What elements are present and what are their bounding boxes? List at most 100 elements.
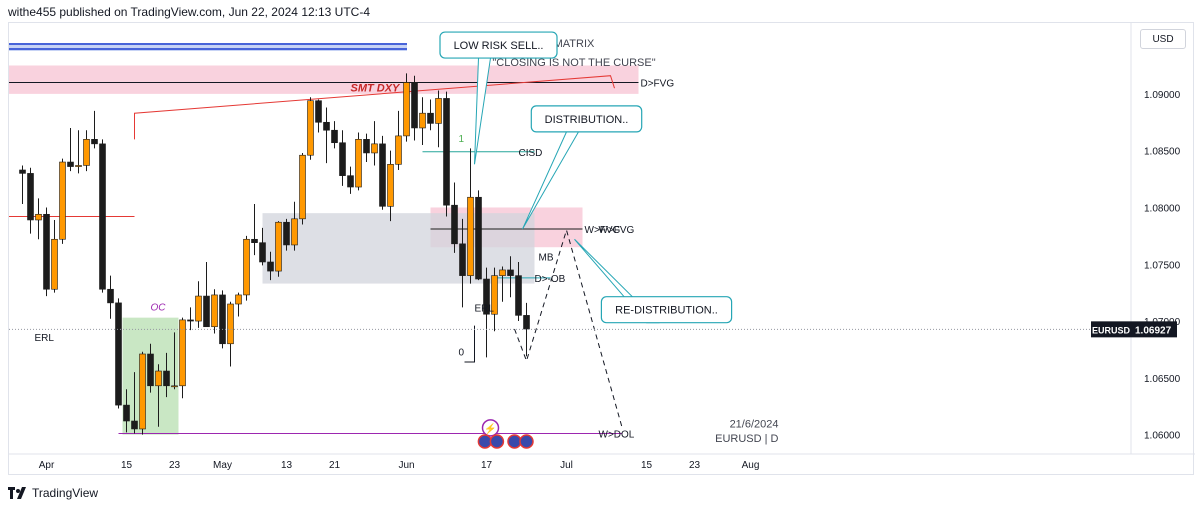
bear-candle-body — [515, 275, 522, 316]
footer: TradingView — [8, 484, 98, 502]
currency-button[interactable]: USD — [1140, 29, 1186, 49]
bull-candle-body — [75, 165, 82, 167]
candle — [395, 110, 402, 170]
candle — [251, 204, 258, 256]
level-label: D>-OB — [535, 274, 566, 285]
bear-candle-body — [507, 269, 514, 276]
bear-candle-body — [379, 143, 386, 207]
bear-candle-body — [27, 173, 34, 221]
candle — [243, 235, 250, 301]
candle — [331, 121, 338, 149]
bear-candle-body — [483, 278, 490, 315]
bear-candle-body — [115, 302, 122, 406]
candle — [379, 135, 386, 210]
bull-candle-body — [59, 161, 66, 240]
candle — [363, 133, 370, 163]
bull-candle-body — [307, 100, 314, 156]
x-tick-label: Aug — [742, 460, 760, 471]
bear-candle-body — [123, 404, 130, 422]
candle — [411, 75, 418, 141]
chart-title: MATRIX — [554, 38, 595, 50]
bear-candle-body — [99, 143, 106, 290]
candle — [283, 218, 290, 251]
candle — [315, 99, 322, 133]
zone-order-block — [262, 213, 535, 284]
chart-title: "CLOSING IS NOT THE CURSE" — [492, 57, 655, 69]
bull-candle-body — [35, 213, 42, 221]
candle — [123, 389, 130, 433]
chart-panel[interactable]: MATRIX "CLOSING IS NOT THE CURSE" W>DOL W>F… — [8, 22, 1195, 476]
bear-candle-body — [19, 169, 26, 174]
candle — [475, 190, 482, 281]
candle — [59, 158, 66, 244]
bear-candle-body — [339, 142, 346, 176]
candle — [275, 221, 282, 277]
lightning-event-icon — [481, 419, 500, 437]
bull-candle-body — [211, 294, 218, 328]
candle — [443, 91, 450, 217]
candle — [467, 148, 474, 284]
bear-candle-body — [347, 175, 354, 188]
bear-candle-body — [259, 242, 266, 263]
bear-candle-body — [203, 295, 210, 328]
bull-candle-body — [139, 353, 146, 430]
candle — [451, 182, 458, 253]
chart-label: OC — [151, 302, 167, 313]
bull-candle-body — [179, 319, 186, 387]
blue-band-decoration — [9, 43, 407, 51]
chart-label: ERL — [475, 303, 495, 314]
candle — [155, 364, 162, 427]
callout-box — [439, 31, 558, 59]
bear-candle-body — [427, 112, 434, 124]
bear-candle-body — [411, 82, 418, 129]
candle — [523, 302, 530, 357]
candle — [107, 275, 114, 319]
candle — [347, 166, 354, 194]
x-tick-label: May — [213, 460, 232, 471]
x-tick-label: 21 — [329, 460, 341, 471]
level-label: CISD — [519, 148, 543, 159]
y-tick-label: 1.06000 — [1144, 431, 1181, 442]
lightning-icon: ⚡ — [484, 422, 496, 435]
candle — [235, 292, 242, 317]
candle — [355, 132, 362, 191]
bull-candle-body — [235, 294, 242, 305]
candle — [195, 281, 202, 328]
bull-candle-body — [499, 269, 506, 276]
candle — [163, 352, 170, 398]
candle — [459, 218, 466, 308]
candle — [507, 256, 514, 298]
callout-text: RE-DISTRIBUTION.. — [615, 305, 718, 317]
symbol-label: EURUSD | D — [715, 433, 778, 445]
candle — [427, 99, 434, 131]
bull-candle-body — [275, 221, 282, 272]
bull-candle-body — [171, 385, 178, 388]
candle — [43, 207, 50, 297]
bear-candle-body — [43, 213, 50, 290]
bull-candle-body — [355, 139, 362, 188]
candlestick-chart[interactable]: MATRIX "CLOSING IS NOT THE CURSE" W>DOL W>F… — [9, 23, 1195, 476]
candle — [67, 127, 74, 172]
callout-text: LOW RISK SELL.. — [454, 40, 544, 52]
y-tick-label: 1.06500 — [1144, 374, 1181, 385]
candle — [515, 261, 522, 322]
bull-candle-body — [371, 143, 378, 154]
x-tick-label: 15 — [641, 460, 653, 471]
y-tick-label: 1.08000 — [1144, 203, 1181, 214]
publication-header: withe455 published on TradingView.com, J… — [8, 5, 371, 19]
candle — [131, 372, 138, 434]
bear-candle-body — [107, 288, 114, 304]
candle — [371, 121, 378, 166]
bear-candle-body — [475, 196, 482, 280]
bear-candle-body — [323, 121, 330, 131]
bull-candle-body — [83, 139, 90, 166]
bull-candle-body — [227, 303, 234, 345]
price-tag-text: 1.06927 — [1135, 325, 1172, 336]
economic-event-icon — [477, 434, 493, 449]
zone-d-fvg — [9, 65, 639, 94]
candle — [171, 332, 178, 390]
x-tick-label: Apr — [39, 460, 55, 471]
candle — [387, 150, 394, 222]
current-price-label — [1091, 321, 1177, 338]
economic-event-icon — [507, 434, 522, 449]
